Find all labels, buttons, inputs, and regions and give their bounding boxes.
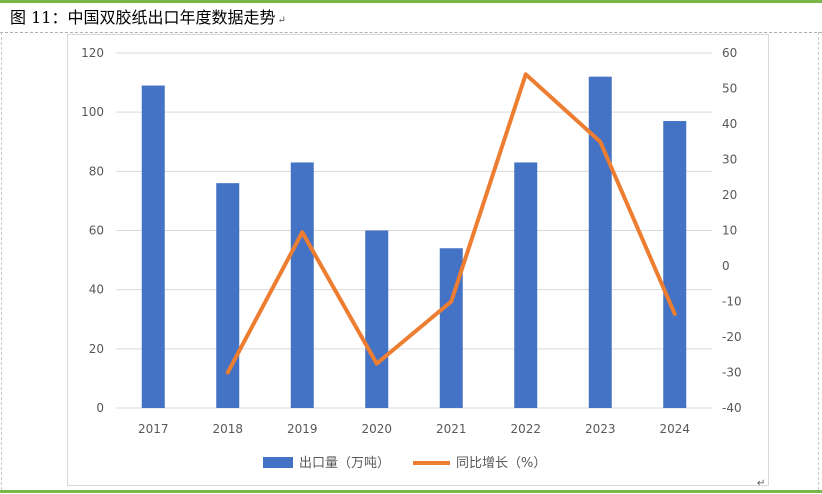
x-tick-label: 2017 bbox=[138, 422, 169, 436]
y-right-tick-label: -40 bbox=[722, 401, 742, 415]
y-right-tick-label: 50 bbox=[722, 82, 737, 96]
caption-text: 图 11：中国双胶纸出口年度数据走势 bbox=[10, 8, 276, 27]
legend-bar-label: 出口量（万吨） bbox=[299, 456, 390, 471]
gridlines bbox=[116, 52, 712, 409]
figure-caption: 图 11：中国双胶纸出口年度数据走势 ↵ bbox=[10, 6, 286, 30]
axis-labels: 0 20 40 60 80 100 120 -40 -30 -20 -10 0 10 20 30 40 50 60… bbox=[81, 46, 742, 436]
legend: 出口量（万吨） 同比增长（%） bbox=[263, 456, 546, 471]
bar-2018 bbox=[216, 183, 240, 408]
paragraph-mark: ↵ bbox=[277, 15, 286, 26]
bar-2024 bbox=[663, 121, 687, 409]
table-border-right bbox=[818, 32, 819, 490]
y-right-tick-label: 60 bbox=[722, 46, 737, 60]
bar-2023 bbox=[588, 76, 612, 408]
bar-2020 bbox=[365, 230, 389, 408]
y-left-tick-label: 80 bbox=[89, 164, 104, 178]
y-left-tick-label: 40 bbox=[89, 283, 104, 297]
y-right-tick-label: -10 bbox=[722, 295, 742, 309]
bar-series bbox=[141, 76, 687, 409]
x-tick-label: 2021 bbox=[436, 422, 467, 436]
table-border-left bbox=[1, 32, 2, 490]
y-left-tick-label: 0 bbox=[96, 401, 104, 415]
bar-2022 bbox=[514, 162, 538, 408]
legend-bar-swatch bbox=[263, 457, 293, 468]
y-left-tick-label: 120 bbox=[81, 46, 104, 60]
line-series bbox=[225, 72, 677, 375]
y-right-tick-label: -30 bbox=[722, 366, 742, 380]
y-right-tick-label: -20 bbox=[722, 330, 742, 344]
y-right-tick-label: 20 bbox=[722, 188, 737, 202]
end-mark: ↵ bbox=[757, 478, 766, 489]
x-tick-label: 2022 bbox=[510, 422, 541, 436]
export-chart: 0 20 40 60 80 100 120 -40 -30 -20 -10 0 10 20 30 40 50 60… bbox=[81, 46, 742, 471]
bottom-rule bbox=[0, 490, 822, 493]
y-right-tick-label: 10 bbox=[722, 224, 737, 238]
y-left-tick-label: 100 bbox=[81, 105, 104, 119]
legend-line-label: 同比增长（%） bbox=[456, 456, 546, 471]
y-right-tick-label: 40 bbox=[722, 117, 737, 131]
y-left-tick-label: 20 bbox=[89, 342, 104, 356]
x-tick-label: 2024 bbox=[659, 422, 690, 436]
y-right-tick-label: 0 bbox=[722, 259, 730, 273]
x-tick-label: 2020 bbox=[361, 422, 392, 436]
bar-2017 bbox=[141, 85, 165, 408]
x-tick-label: 2018 bbox=[212, 422, 243, 436]
bar-2019 bbox=[290, 162, 314, 408]
top-rule bbox=[0, 0, 822, 3]
y-left-tick-label: 60 bbox=[89, 224, 104, 238]
x-tick-label: 2019 bbox=[287, 422, 318, 436]
chart-area[interactable]: 0 20 40 60 80 100 120 -40 -30 -20 -10 0 10 20 30 40 50 60… bbox=[67, 34, 769, 486]
x-tick-label: 2023 bbox=[585, 422, 616, 436]
table-border-top bbox=[0, 32, 822, 33]
y-right-tick-label: 30 bbox=[722, 153, 737, 167]
